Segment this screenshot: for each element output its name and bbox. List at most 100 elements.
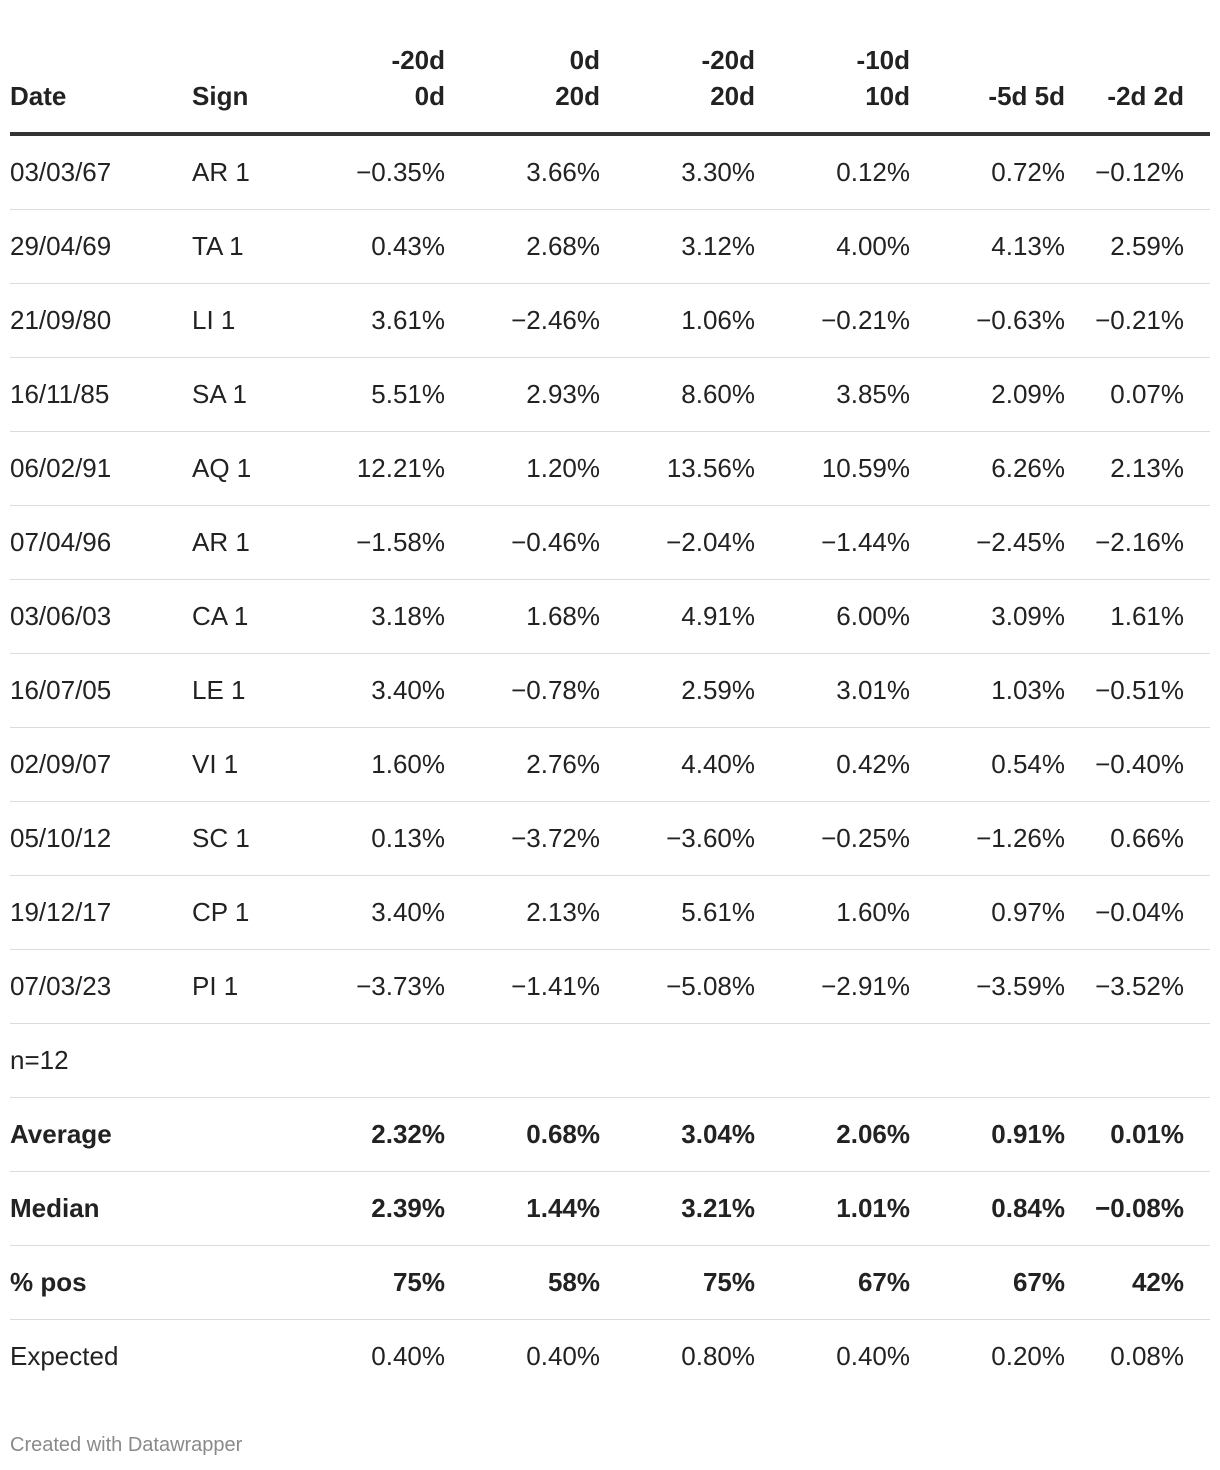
table-cell-sign: TA 1 [192,209,290,284]
summary-cell-2d-2d: −0.08% [1065,1171,1210,1246]
table-cell-10d-10d: 0.12% [755,134,910,210]
table-cell-20d-20d: 8.60% [600,357,755,432]
table-row: 02/09/07 VI 1 1.60% 2.76% 4.40% 0.42% 0.54% −0.… [10,727,1210,802]
table-cell-10d-10d: 0.42% [755,727,910,802]
table-cell-0d-20d: −3.72% [445,801,600,876]
summary-cell-0d-20d [445,1023,600,1098]
table-cell-20d-0d: 0.43% [290,209,445,284]
column-header-10d-10d: -10d 10d [755,42,910,136]
table-cell-2d-2d: −3.52% [1065,949,1210,1024]
table-cell-0d-20d: 1.68% [445,579,600,654]
table-cell-sign: CA 1 [192,579,290,654]
table-cell-date: 16/11/85 [10,357,192,432]
summary-row: Median 2.39% 1.44% 3.21% 1.01% 0.84% −0.08% [10,1171,1210,1246]
table-cell-20d-0d: −3.73% [290,949,445,1024]
table-cell-10d-10d: 3.01% [755,653,910,728]
table-cell-2d-2d: −0.04% [1065,875,1210,950]
summary-cell-20d-0d: 2.39% [290,1171,445,1246]
column-header-20d-0d: -20d 0d [290,42,445,136]
table-cell-5d-5d: 1.03% [910,653,1065,728]
summary-cell-20d-0d: 2.32% [290,1097,445,1172]
summary-cell-20d-20d: 3.21% [600,1171,755,1246]
table-row: 16/11/85 SA 1 5.51% 2.93% 8.60% 3.85% 2.09% 0.0… [10,357,1210,432]
table-row: 19/12/17 CP 1 3.40% 2.13% 5.61% 1.60% 0.97% −0.… [10,875,1210,950]
table-cell-sign: PI 1 [192,949,290,1024]
summary-cell-date: Average [10,1097,192,1172]
summary-cell-10d-10d: 67% [755,1245,910,1320]
table-cell-date: 16/07/05 [10,653,192,728]
table-cell-date: 21/09/80 [10,283,192,358]
table-cell-sign: AR 1 [192,134,290,210]
summary-cell-date: Expected [10,1341,119,1371]
summary-cell-sign [192,1171,290,1246]
data-table: Date Sign -20d 0d 0d 20d -20d 20d -10d 10d -5d 5d -… [10,42,1210,1393]
table-cell-0d-20d: 3.66% [445,134,600,210]
table-cell-20d-0d: −1.58% [290,505,445,580]
table-cell-20d-0d: 12.21% [290,431,445,506]
table-cell-20d-0d: 1.60% [290,727,445,802]
column-header-line: 0d [414,81,445,111]
table-cell-20d-20d: 1.06% [600,283,755,358]
table-row: 16/07/05 LE 1 3.40% −0.78% 2.59% 3.01% 1.03% −0… [10,653,1210,728]
table-cell-date: 05/10/12 [10,801,192,876]
column-header-line: 20d [555,81,600,111]
summary-cell-20d-20d: 3.04% [600,1097,755,1172]
table-cell-date: 07/03/23 [10,949,192,1024]
summary-row: n=12 [10,1023,1210,1098]
table-cell-0d-20d: 2.93% [445,357,600,432]
table-cell-2d-2d: 2.59% [1065,209,1210,284]
column-header-line: -5d 5d [988,81,1065,111]
column-header-5d-5d: -5d 5d [910,42,1065,136]
table-cell-10d-10d: 10.59% [755,431,910,506]
summary-cell-date: Median [10,1171,192,1246]
table-row: 29/04/69 TA 1 0.43% 2.68% 3.12% 4.00% 4.13% 2.5… [10,209,1210,284]
summary-row: Average 2.32% 0.68% 3.04% 2.06% 0.91% 0.01% [10,1097,1210,1172]
table-cell-sign: LI 1 [192,283,290,358]
table-cell-0d-20d: −1.41% [445,949,600,1024]
summary-cell-20d-20d: 0.80% [681,1341,755,1371]
table-cell-5d-5d: 4.13% [910,209,1065,284]
summary-cell-sign [192,1097,290,1172]
summary-cell-sign [192,1245,290,1320]
summary-cell-sign [192,1320,290,1394]
table-cell-date: 19/12/17 [10,875,192,950]
table-cell-date: 06/02/91 [10,431,192,506]
summary-row: % pos 75% 58% 75% 67% 67% 42% [10,1245,1210,1320]
summary-cell-2d-2d [1065,1023,1210,1098]
summary-cell-sign [192,1023,290,1098]
table-cell-20d-0d: 5.51% [290,357,445,432]
table-row: 03/06/03 CA 1 3.18% 1.68% 4.91% 6.00% 3.09% 1.6… [10,579,1210,654]
table-cell-0d-20d: −0.46% [445,505,600,580]
summary-cell-20d-0d: 0.40% [371,1341,445,1371]
table-cell-20d-20d: −3.60% [600,801,755,876]
summary-cell-2d-2d: 0.01% [1065,1097,1210,1172]
table-cell-sign: AR 1 [192,505,290,580]
column-header-line: 20d [710,81,755,111]
table-cell-0d-20d: 2.13% [445,875,600,950]
table-cell-0d-20d: −0.78% [445,653,600,728]
table-cell-date: 03/03/67 [10,134,192,210]
summary-cell-5d-5d [910,1023,1065,1098]
summary-cell-10d-10d: 0.40% [836,1341,910,1371]
column-header-line: 0d [569,45,600,75]
table-cell-5d-5d: −1.26% [910,801,1065,876]
table-cell-5d-5d: 3.09% [910,579,1065,654]
table-cell-10d-10d: 3.85% [755,357,910,432]
table-cell-10d-10d: 6.00% [755,579,910,654]
table-cell-0d-20d: 2.76% [445,727,600,802]
table-cell-5d-5d: 0.72% [910,134,1065,210]
table-cell-date: 07/04/96 [10,505,192,580]
table-cell-10d-10d: −2.91% [755,949,910,1024]
table-cell-2d-2d: −2.16% [1065,505,1210,580]
table-cell-20d-0d: 0.13% [290,801,445,876]
table-row: 07/03/23 PI 1 −3.73% −1.41% −5.08% −2.91% −3.5… [10,949,1210,1024]
table-cell-20d-20d: 3.30% [600,134,755,210]
summary-cell-date: % pos [10,1245,192,1320]
summary-cell-5d-5d: 0.20% [991,1341,1065,1371]
summary-row: Expected 0.40% 0.40% 0.80% 0.40% 0.20% 0.08% [10,1320,1210,1394]
table-cell-20d-0d: 3.61% [290,283,445,358]
column-header-line: Date [10,81,67,111]
table-cell-2d-2d: −0.40% [1065,727,1210,802]
table-cell-2d-2d: 0.07% [1065,357,1210,432]
table-cell-sign: LE 1 [192,653,290,728]
